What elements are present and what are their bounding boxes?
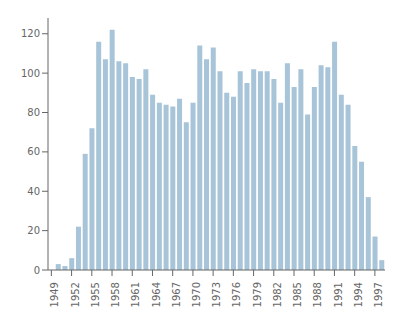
- svg-text:0: 0: [34, 265, 40, 276]
- svg-text:120: 120: [21, 28, 40, 39]
- svg-text:40: 40: [27, 186, 40, 197]
- svg-text:1994: 1994: [353, 282, 364, 307]
- svg-text:60: 60: [27, 146, 40, 157]
- svg-text:100: 100: [21, 68, 40, 79]
- svg-text:1949: 1949: [49, 282, 60, 307]
- svg-text:1991: 1991: [333, 282, 344, 307]
- svg-text:1973: 1973: [211, 282, 222, 307]
- svg-text:1964: 1964: [151, 282, 162, 307]
- svg-text:1985: 1985: [292, 282, 303, 307]
- svg-text:1982: 1982: [272, 282, 283, 307]
- svg-text:80: 80: [27, 107, 40, 118]
- svg-text:1988: 1988: [312, 282, 323, 307]
- svg-text:1970: 1970: [191, 282, 202, 307]
- svg-text:1958: 1958: [110, 282, 121, 307]
- svg-text:1952: 1952: [70, 282, 81, 307]
- svg-text:1979: 1979: [252, 282, 263, 307]
- svg-text:1997: 1997: [373, 282, 384, 307]
- svg-text:1976: 1976: [231, 282, 242, 307]
- svg-text:20: 20: [27, 225, 40, 236]
- svg-text:1961: 1961: [130, 282, 141, 307]
- svg-text:1955: 1955: [90, 282, 101, 307]
- svg-text:1967: 1967: [171, 282, 182, 307]
